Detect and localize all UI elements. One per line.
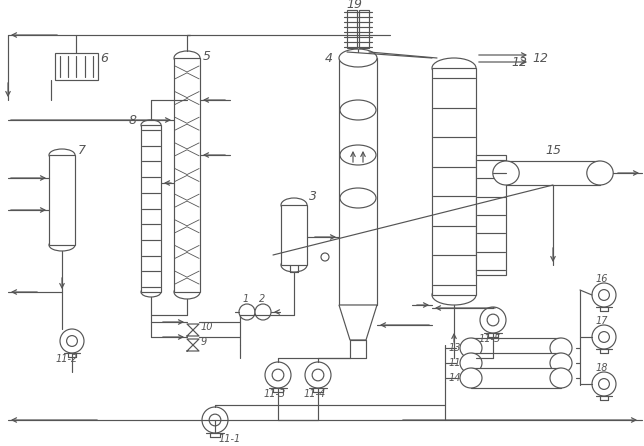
Bar <box>471 368 561 388</box>
Text: 11-4: 11-4 <box>304 389 327 399</box>
Circle shape <box>312 369 324 381</box>
Text: 6: 6 <box>100 51 108 65</box>
Bar <box>432 68 476 295</box>
Ellipse shape <box>460 338 482 358</box>
Text: 4: 4 <box>325 51 333 65</box>
Text: 11-3: 11-3 <box>264 389 286 399</box>
Text: 11-2: 11-2 <box>56 354 79 364</box>
Text: 19: 19 <box>346 0 362 12</box>
Text: 14: 14 <box>449 373 462 383</box>
Text: 13: 13 <box>449 343 462 353</box>
Circle shape <box>202 407 228 433</box>
Text: 18: 18 <box>596 363 609 373</box>
Circle shape <box>599 379 609 389</box>
Ellipse shape <box>460 353 482 373</box>
Ellipse shape <box>340 100 376 120</box>
Ellipse shape <box>550 338 572 358</box>
Ellipse shape <box>460 368 482 388</box>
Text: 2: 2 <box>259 294 265 304</box>
Text: 3: 3 <box>309 190 317 203</box>
Circle shape <box>272 369 284 381</box>
Text: 7: 7 <box>78 144 86 157</box>
Circle shape <box>592 325 616 349</box>
Ellipse shape <box>493 161 519 185</box>
Text: 9: 9 <box>201 337 207 347</box>
Circle shape <box>255 304 271 320</box>
Text: 17: 17 <box>596 316 609 326</box>
Bar <box>471 338 561 358</box>
Circle shape <box>480 307 506 333</box>
Text: 8: 8 <box>129 115 137 128</box>
Text: 11-5: 11-5 <box>479 334 501 344</box>
Circle shape <box>321 253 329 261</box>
Text: 16: 16 <box>596 274 609 284</box>
Bar <box>49 155 75 245</box>
Bar <box>141 125 161 292</box>
Bar <box>471 353 561 373</box>
Circle shape <box>239 304 255 320</box>
Bar <box>55 53 98 80</box>
Text: 10: 10 <box>201 322 214 332</box>
Text: 15: 15 <box>545 145 561 157</box>
Ellipse shape <box>281 198 307 212</box>
Ellipse shape <box>432 58 476 78</box>
Ellipse shape <box>174 51 200 65</box>
Ellipse shape <box>49 149 75 161</box>
Ellipse shape <box>550 353 572 373</box>
Circle shape <box>599 331 609 343</box>
Circle shape <box>265 362 291 388</box>
Circle shape <box>487 314 499 326</box>
Ellipse shape <box>49 239 75 251</box>
Ellipse shape <box>587 161 613 185</box>
Circle shape <box>66 335 77 347</box>
Circle shape <box>592 283 616 307</box>
Bar <box>174 58 200 292</box>
Ellipse shape <box>281 258 307 272</box>
Circle shape <box>599 289 609 301</box>
Bar <box>506 161 600 185</box>
Bar <box>347 10 357 48</box>
Ellipse shape <box>340 145 376 165</box>
Ellipse shape <box>340 188 376 208</box>
Bar <box>339 58 377 305</box>
Text: 12: 12 <box>511 57 527 70</box>
Text: 5: 5 <box>203 50 211 62</box>
Ellipse shape <box>141 287 161 297</box>
Ellipse shape <box>141 120 161 130</box>
Ellipse shape <box>550 368 572 388</box>
Text: 1: 1 <box>243 294 249 304</box>
Text: 11: 11 <box>449 358 462 368</box>
Circle shape <box>592 372 616 396</box>
Circle shape <box>60 329 84 353</box>
Ellipse shape <box>174 285 200 299</box>
Ellipse shape <box>339 49 377 67</box>
Text: 12: 12 <box>532 51 548 65</box>
Bar <box>359 10 369 48</box>
Circle shape <box>209 414 221 426</box>
Polygon shape <box>339 305 377 340</box>
Text: 11-1: 11-1 <box>219 434 242 444</box>
Bar <box>281 205 307 265</box>
Circle shape <box>305 362 331 388</box>
Ellipse shape <box>432 285 476 305</box>
Bar <box>476 155 506 275</box>
